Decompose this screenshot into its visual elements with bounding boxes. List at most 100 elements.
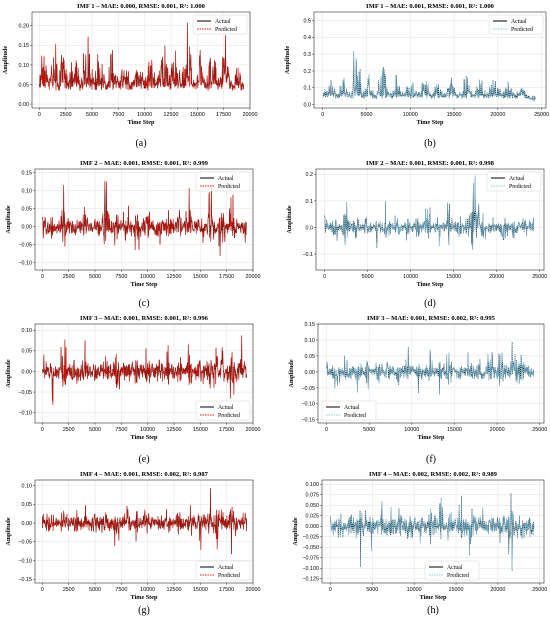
grid [32, 12, 251, 108]
y-axis-label: Amplitude [284, 46, 291, 74]
x-tick-label: 10000 [140, 587, 155, 593]
y-tick-label: −0.15 [18, 577, 32, 583]
x-tick-label: 0 [38, 112, 41, 118]
legend: Actual Predicted [486, 171, 542, 192]
legend-box [486, 171, 542, 192]
legend: Actual Predicted [195, 560, 251, 581]
legend-predicted-label: Predicted [447, 573, 469, 579]
axes-frame [34, 168, 254, 271]
x-tick-label: 12500 [167, 274, 182, 280]
grid [322, 480, 544, 583]
chart-panel-c: IMF 2 – MAE: 0.001, RMSE: 0.001, R²: 0.9… [0, 157, 275, 303]
plot-area [330, 493, 535, 571]
x-tick-label: 25000 [532, 427, 547, 433]
x-tick-label: 25000 [534, 112, 549, 118]
x-tick-label: 10000 [140, 427, 155, 433]
legend-actual-label: Actual [509, 176, 525, 182]
x-tick-label: 20000 [490, 112, 505, 118]
series-predicted-line [330, 494, 535, 570]
y-tick-label: −0.025 [302, 535, 319, 541]
y-tick-label: 0.025 [306, 514, 320, 520]
y-axis-label: Amplitude [288, 359, 295, 387]
legend-actual-label: Actual [215, 19, 231, 25]
x-tick-label: 5000 [363, 427, 375, 433]
x-axis-label: Time Step [417, 119, 444, 126]
chart-title: IMF 2 – MAE: 0.001, RMSE: 0.001, R²: 0.9… [80, 160, 209, 167]
x-tick-label: 5000 [89, 587, 101, 593]
y-tick-label: 0.075 [306, 493, 320, 499]
legend-box [195, 560, 251, 581]
y-tick-label: 0.00 [22, 369, 33, 375]
axes-frame [34, 479, 254, 584]
legend-actual-label: Actual [447, 565, 463, 571]
legend-predicted-label: Predicted [511, 27, 533, 33]
x-tick-label: 2500 [60, 112, 72, 118]
plot-area [42, 488, 248, 555]
x-tick-label: 15000 [449, 587, 464, 593]
x-tick-label: 7500 [112, 112, 124, 118]
y-tick-label: 0.15 [305, 322, 316, 328]
y-tick-label: −0.100 [302, 566, 319, 572]
x-tick-label: 20000 [490, 587, 505, 593]
y-axis-label: Amplitude [292, 517, 299, 545]
y-tick-label: 0.2 [304, 69, 312, 75]
y-tick-label: −0.10 [301, 402, 315, 408]
y-tick-label: 0.00 [22, 225, 33, 231]
legend-box [195, 171, 251, 192]
series-actual-line [42, 335, 247, 405]
x-axis-label: Time Step [128, 119, 155, 126]
legend: Actual Predicted [192, 14, 248, 35]
chart-title: IMF 4 – MAE: 0.001, RMSE: 0.002, R²: 0.9… [80, 471, 209, 478]
plot-area [326, 341, 535, 395]
legend-box [192, 14, 248, 35]
chart-b: IMF 1 – MAE: 0.001, RMSE: 0.001, R²: 1.0… [284, 3, 549, 126]
series-predicted-line [324, 175, 535, 249]
axes-frame [31, 11, 251, 109]
chart-f: IMF 3 – MAE: 0.001, RMSE: 0.002, R²: 0.9… [288, 315, 547, 441]
x-tick-label: 7500 [115, 427, 127, 433]
x-tick-label: 2500 [63, 587, 75, 593]
chart-panel-a: IMF 1 – MAE: 0.000, RMSE: 0.001, R²: 1.0… [0, 0, 275, 146]
panel-caption: (b) [424, 138, 436, 149]
y-tick-label: 0.0 [304, 103, 312, 109]
x-axis-label: Time Step [417, 281, 444, 288]
x-tick-label: 17500 [219, 427, 234, 433]
legend: Actual Predicted [195, 171, 251, 192]
x-tick-label: 5000 [362, 274, 374, 280]
chart-title: IMF 1 – MAE: 0.000, RMSE: 0.001, R²: 1.0… [77, 3, 206, 10]
y-axis-label: Amplitude [5, 517, 12, 545]
y-tick-label: 0.05 [22, 502, 33, 508]
y-tick-label: 0.000 [306, 524, 320, 530]
x-axis-label: Time Step [131, 594, 158, 601]
y-tick-label: −0.05 [18, 540, 32, 546]
y-tick-label: −0.10 [18, 261, 32, 267]
x-tick-label: 20000 [246, 427, 261, 433]
x-tick-label: 17500 [216, 112, 231, 118]
y-tick-label: 0.100 [306, 482, 320, 488]
y-tick-label: 0.05 [19, 82, 30, 88]
chart-title: IMF 4 – MAE: 0.002, RMSE: 0.002, R²: 0.9… [369, 471, 498, 478]
x-tick-label: 0 [321, 112, 324, 118]
x-tick-label: 15000 [193, 427, 208, 433]
x-tick-label: 12500 [167, 427, 182, 433]
legend-actual-label: Actual [218, 565, 234, 571]
x-tick-label: 10000 [404, 427, 419, 433]
y-tick-label: −0.05 [301, 386, 315, 392]
chart-panel-b: IMF 1 – MAE: 0.001, RMSE: 0.001, R²: 1.0… [278, 0, 550, 146]
series-predicted-line [326, 342, 535, 395]
y-tick-label: 0.0 [306, 225, 314, 231]
y-tick-label: 0.00 [19, 102, 30, 108]
x-tick-label: 0 [41, 587, 44, 593]
chart-panel-f: IMF 3 – MAE: 0.001, RMSE: 0.002, R²: 0.9… [278, 312, 550, 458]
axes-frame [315, 168, 545, 271]
x-axis-label: Time Step [418, 434, 445, 441]
x-tick-label: 15000 [447, 112, 462, 118]
plot-area [322, 51, 536, 102]
x-tick-label: 15000 [447, 427, 462, 433]
y-tick-label: −0.050 [302, 545, 319, 551]
y-tick-label: 0.20 [19, 24, 30, 30]
panel-caption: (g) [138, 605, 150, 616]
x-axis-label: Time Step [131, 281, 158, 288]
panel-caption: (h) [427, 605, 439, 616]
x-tick-label: 10000 [407, 587, 422, 593]
